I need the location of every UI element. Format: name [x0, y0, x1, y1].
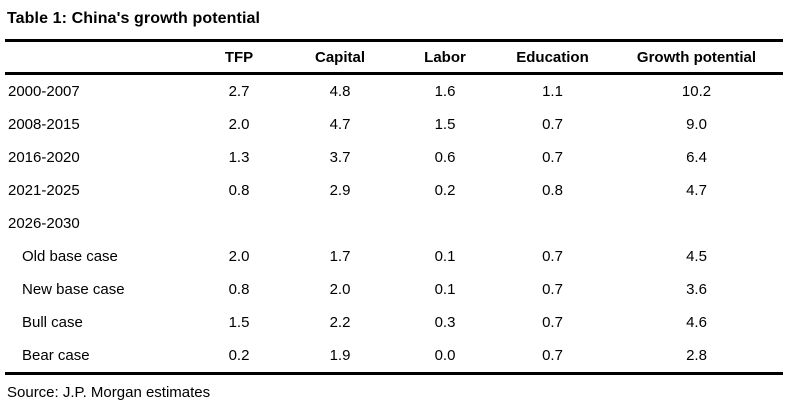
cell-value: 0.7	[542, 281, 563, 298]
table-header: TFP Capital Labor Education Growth poten…	[5, 40, 783, 75]
cell-value: 0.7	[542, 149, 563, 166]
column-header-capital: Capital	[285, 40, 395, 75]
cell-value: 2.9	[329, 182, 351, 199]
cell-value: 1.5	[434, 116, 456, 133]
cell-value: 2.7	[228, 83, 250, 100]
cell-value: 4.7	[329, 116, 351, 133]
cell-value: 3.7	[329, 149, 351, 166]
cell-value: 0.2	[434, 182, 456, 199]
table-row: New base case 0.8 2.0 0.1 0.7 3.6	[5, 273, 783, 306]
row-label: 2026-2030	[8, 215, 80, 232]
table-row: Bear case 0.2 1.9 0.0 0.7 2.8	[5, 339, 783, 374]
table-title: Table 1: China's growth potential	[7, 10, 261, 27]
cell-value: 1.5	[228, 314, 250, 331]
cell-value	[495, 207, 610, 240]
cell-value: 0.8	[228, 281, 250, 298]
column-header-labor: Labor	[395, 40, 495, 75]
cell-value: 0.6	[434, 149, 456, 166]
cell-value: 6.4	[686, 149, 707, 166]
cell-value	[610, 207, 783, 240]
cell-value: 4.8	[329, 83, 351, 100]
column-header-tfp: TFP	[193, 40, 285, 75]
cell-value: 1.7	[329, 248, 351, 265]
cell-value: 0.7	[542, 347, 563, 364]
cell-value: 2.0	[228, 248, 250, 265]
cell-value: 10.2	[681, 83, 712, 100]
table-row: 2008-2015 2.0 4.7 1.5 0.7 9.0	[5, 108, 783, 141]
cell-value: 3.6	[686, 281, 707, 298]
cell-value: 0.7	[542, 314, 563, 331]
table-row: 2000-2007 2.7 4.8 1.6 1.1 10.2	[5, 74, 783, 109]
cell-value: 2.0	[228, 116, 250, 133]
cell-value: 1.6	[434, 83, 456, 100]
cell-value: 0.8	[228, 182, 250, 199]
cell-value: 0.7	[542, 116, 563, 133]
cell-value: 4.6	[686, 314, 707, 331]
cell-value: 2.8	[686, 347, 707, 364]
table-row: 2021-2025 0.8 2.9 0.2 0.8 4.7	[5, 174, 783, 207]
table-row: 2016-2020 1.3 3.7 0.6 0.7 6.4	[5, 141, 783, 174]
table-row: Bull case 1.5 2.2 0.3 0.7 4.6	[5, 306, 783, 339]
cell-value: 4.5	[686, 248, 707, 265]
cell-value: 4.7	[686, 182, 707, 199]
column-header-education: Education	[495, 40, 610, 75]
cell-value: 0.7	[542, 248, 563, 265]
cell-value	[285, 207, 395, 240]
cell-value: 2.2	[329, 314, 351, 331]
cell-value: 2.0	[329, 281, 351, 298]
cell-value: 0.2	[228, 347, 250, 364]
table-row: 2026-2030	[5, 207, 783, 240]
cell-value: 0.0	[434, 347, 456, 364]
row-label: Bull case	[22, 314, 83, 331]
row-label: 2008-2015	[8, 116, 80, 133]
cell-value: 1.3	[228, 149, 250, 166]
cell-value: 0.1	[434, 248, 456, 265]
cell-value	[395, 207, 495, 240]
column-header-growth-potential: Growth potential	[610, 40, 783, 75]
row-label: 2000-2007	[8, 83, 80, 100]
row-label: Old base case	[22, 248, 118, 265]
row-label: Bear case	[22, 347, 90, 364]
cell-value: 9.0	[686, 116, 707, 133]
row-label: 2021-2025	[8, 182, 80, 199]
cell-value: 0.1	[434, 281, 456, 298]
cell-value: 0.8	[542, 182, 563, 199]
table-row: Old base case 2.0 1.7 0.1 0.7 4.5	[5, 240, 783, 273]
row-label: 2016-2020	[8, 149, 80, 166]
cell-value: 1.9	[329, 347, 351, 364]
header-row: TFP Capital Labor Education Growth poten…	[5, 40, 783, 75]
cell-value: 0.3	[434, 314, 456, 331]
column-header-blank	[5, 40, 193, 75]
source-note: Source: J.P. Morgan estimates	[7, 384, 211, 401]
row-label: New base case	[22, 281, 125, 298]
growth-potential-table: TFP Capital Labor Education Growth poten…	[5, 39, 783, 375]
table-body: 2000-2007 2.7 4.8 1.6 1.1 10.2 2008-2015 2.0 4.7…	[5, 74, 783, 374]
cell-value	[193, 207, 285, 240]
cell-value: 1.1	[542, 83, 563, 100]
